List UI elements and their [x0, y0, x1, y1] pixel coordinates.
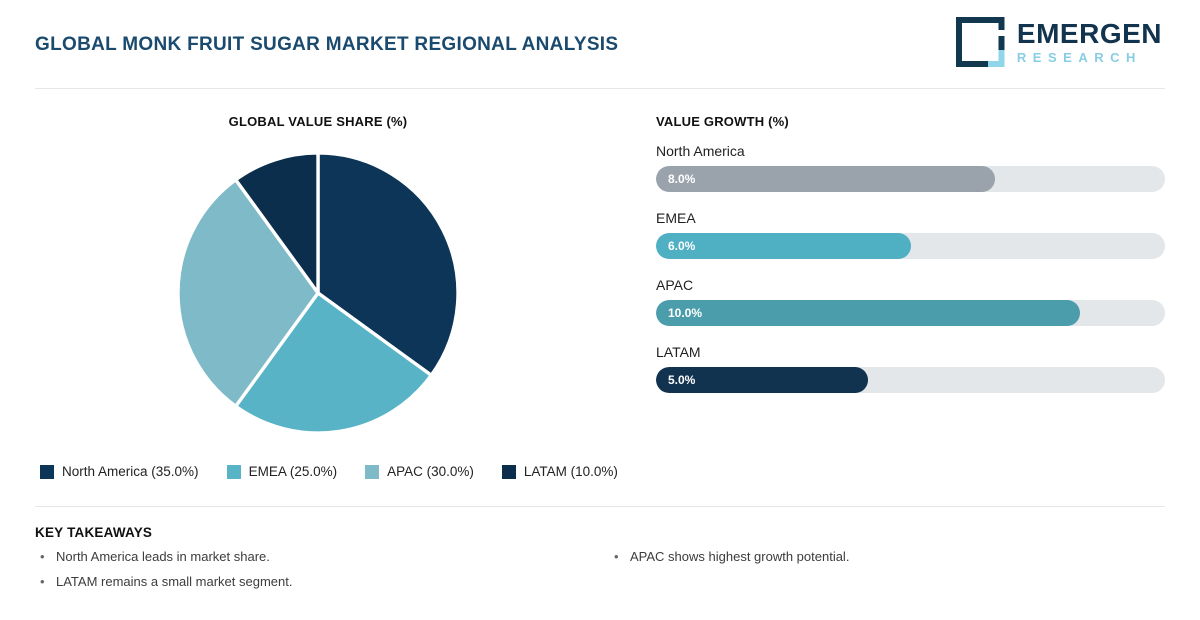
- legend-swatch: [501, 464, 516, 479]
- legend-label: EMEA (25.0%): [248, 464, 338, 479]
- pie-legend: North America (35.0%) EMEA (25.0%) APAC …: [40, 464, 618, 479]
- growth-bar-track: 6.0%: [656, 233, 1165, 259]
- pie-chart: [176, 151, 460, 435]
- pie-slice-north-america: [316, 151, 460, 377]
- logo-wordmark: EMERGEN RESEARCH: [1016, 17, 1162, 66]
- growth-bar-value: 10.0%: [668, 306, 703, 320]
- pie-slice-emea: [234, 291, 433, 435]
- growth-bar-label: LATAM: [656, 344, 701, 360]
- growth-bar-label: North America: [656, 143, 745, 159]
- legend-item: APAC (30.0%): [365, 464, 474, 479]
- pie-slice-apac: [176, 178, 320, 408]
- takeaways-title: KEY TAKEAWAYS: [35, 525, 153, 540]
- growth-bar-row: North America 8.0%: [656, 143, 1165, 192]
- legend-item: EMEA (25.0%): [226, 464, 338, 479]
- legend-label: LATAM (10.0%): [523, 464, 618, 479]
- growth-bar-value: 5.0%: [668, 373, 696, 387]
- growth-bar-value: 6.0%: [668, 239, 696, 253]
- growth-bar-row: LATAM 5.0%: [656, 344, 1165, 393]
- logo-primary-text: EMERGEN: [1016, 18, 1162, 49]
- growth-bar-fill: 5.0%: [656, 367, 869, 393]
- takeaways-left-column: North America leads in market share. LAT…: [38, 549, 558, 599]
- legend-swatch: [365, 464, 380, 479]
- legend-swatch: [40, 464, 54, 479]
- logo-secondary-text: RESEARCH: [1016, 50, 1142, 65]
- takeaways-divider: [35, 506, 1165, 507]
- takeaway-item: North America leads in market share.: [38, 549, 558, 564]
- growth-bar-label: APAC: [656, 277, 694, 293]
- bars-section-title: VALUE GROWTH (%): [656, 114, 789, 129]
- growth-bar-row: EMEA 6.0%: [656, 210, 1165, 259]
- emergen-research-logo: EMERGEN RESEARCH: [955, 17, 1162, 67]
- pie-section-title: GLOBAL VALUE SHARE (%): [228, 114, 408, 129]
- legend-swatch: [226, 464, 241, 479]
- legend-item: North America (35.0%): [40, 464, 199, 479]
- takeaway-item: LATAM remains a small market segment.: [38, 574, 558, 589]
- legend-item: LATAM (10.0%): [501, 464, 618, 479]
- growth-bar-fill: 6.0%: [656, 233, 911, 259]
- growth-bar-fill: 8.0%: [656, 166, 996, 192]
- growth-bar-track: 5.0%: [656, 367, 1165, 393]
- takeaway-item: APAC shows highest growth potential.: [612, 549, 1132, 564]
- growth-bar-fill: 10.0%: [656, 300, 1081, 326]
- growth-bar-label: EMEA: [656, 210, 696, 226]
- growth-bar-row: APAC 10.0%: [656, 277, 1165, 326]
- growth-bar-value: 8.0%: [668, 172, 696, 186]
- logo-square-icon: [955, 17, 1005, 67]
- growth-bar-track: 8.0%: [656, 166, 1165, 192]
- growth-bar-track: 10.0%: [656, 300, 1165, 326]
- legend-label: APAC (30.0%): [387, 464, 474, 479]
- page-title: GLOBAL MONK FRUIT SUGAR MARKET REGIONAL …: [35, 34, 619, 55]
- legend-label: North America (35.0%): [62, 464, 199, 479]
- pie-slice-latam: [234, 151, 320, 295]
- header-divider: [35, 88, 1165, 89]
- takeaways-right-column: APAC shows highest growth potential.: [612, 549, 1132, 574]
